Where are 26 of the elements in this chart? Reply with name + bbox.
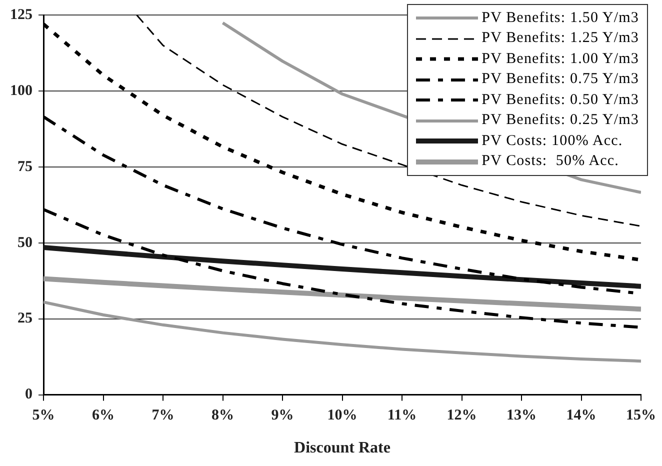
x-tick-label: 10% [327, 408, 358, 424]
legend-label: PV Benefits: 1.00 Y/m3 [482, 50, 639, 68]
x-tick-label: 11% [387, 408, 417, 424]
legend-label: PV Benefits: 0.50 Y/m3 [482, 92, 639, 109]
x-tick-label: 9% [271, 408, 294, 424]
legend-label: PV Costs: 50% Acc. [482, 153, 620, 170]
y-tick-label: 75 [18, 158, 32, 175]
y-tick-label: 25 [18, 310, 32, 327]
x-tick-label: 14% [566, 408, 596, 424]
legend-label: PV Benefits: 1.25 Y/m3 [482, 30, 639, 48]
x-tick-label: 12% [446, 408, 477, 424]
x-tick-label: 13% [506, 408, 536, 424]
y-tick-label: 125 [10, 6, 32, 23]
legend-label: PV Benefits: 0.75 Y/m3 [482, 71, 639, 88]
x-tick-label: 7% [152, 408, 174, 424]
legend-label: PV Benefits: 1.50 Y/m3 [482, 10, 639, 27]
x-tick-label: 15% [626, 408, 656, 424]
y-tick-label: 50 [18, 234, 32, 251]
y-tick-label: 0 [25, 386, 32, 403]
x-tick-label: 6% [92, 408, 114, 424]
x-axis-title: Discount Rate [294, 440, 390, 457]
y-tick-label: 100 [10, 82, 32, 99]
legend-label: PV Costs: 100% Acc. [482, 132, 623, 150]
legend-label: PV Benefits: 0.25 Y/m3 [482, 112, 639, 130]
x-tick-label: 5% [32, 408, 55, 424]
x-tick-label: 8% [212, 408, 234, 424]
